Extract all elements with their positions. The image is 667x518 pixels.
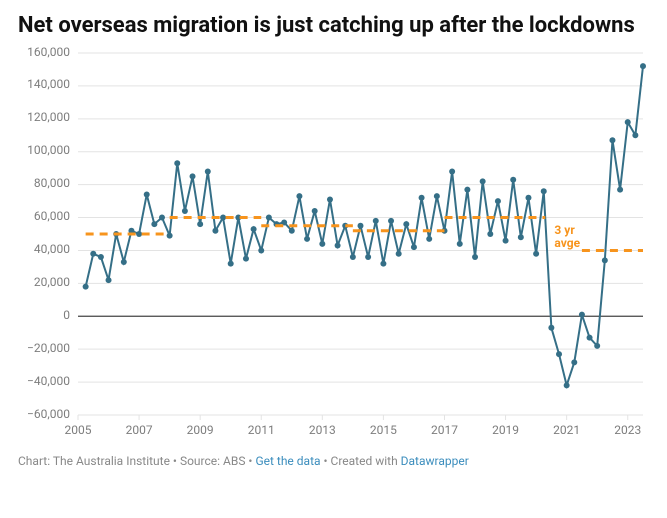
data-point — [358, 222, 364, 228]
data-point — [373, 217, 379, 223]
data-point — [503, 237, 509, 243]
data-point — [136, 231, 142, 237]
get-data-link[interactable]: Get the data — [255, 454, 320, 468]
data-point — [251, 226, 257, 232]
y-axis-label: 20,000 — [18, 275, 70, 289]
data-point — [457, 240, 463, 246]
footer-prefix: Chart: The Australia Institute • Source:… — [18, 454, 255, 468]
data-point — [258, 247, 264, 253]
data-point — [396, 250, 402, 256]
data-point — [579, 311, 585, 317]
data-point — [220, 214, 226, 220]
x-axis-label: 2019 — [492, 423, 519, 437]
data-point — [144, 191, 150, 197]
data-point — [182, 207, 188, 213]
y-axis-label: 0 — [18, 308, 70, 322]
data-point — [625, 119, 631, 125]
y-axis-label: 120,000 — [18, 110, 70, 124]
data-point — [518, 234, 524, 240]
data-point — [90, 250, 96, 256]
data-point — [289, 227, 295, 233]
data-point — [472, 254, 478, 260]
data-point — [327, 196, 333, 202]
data-point — [296, 193, 302, 199]
data-point — [449, 168, 455, 174]
data-point — [480, 178, 486, 184]
data-point — [617, 186, 623, 192]
data-point — [495, 198, 501, 204]
data-point — [426, 235, 432, 241]
data-point — [197, 221, 203, 227]
data-point — [312, 207, 318, 213]
data-point — [335, 242, 341, 248]
data-point — [594, 342, 600, 348]
y-axis-label: 40,000 — [18, 242, 70, 256]
y-axis-label: 160,000 — [18, 45, 70, 59]
data-point — [350, 254, 356, 260]
chart-area: −60,000 −40,000 −20,000 0 20,000 40,000 60,000… — [18, 48, 649, 448]
data-point — [380, 260, 386, 266]
y-axis-label: −40,000 — [18, 374, 70, 388]
data-point — [243, 255, 249, 261]
chart-title: Net overseas migration is just catching … — [18, 12, 649, 40]
data-point — [228, 260, 234, 266]
data-point — [541, 188, 547, 194]
data-point — [434, 193, 440, 199]
data-point — [525, 194, 531, 200]
data-point — [510, 176, 516, 182]
data-point — [167, 232, 173, 238]
y-axis-label: 140,000 — [18, 77, 70, 91]
data-point — [212, 227, 218, 233]
data-point — [556, 351, 562, 357]
data-point — [388, 217, 394, 223]
data-point — [609, 137, 615, 143]
data-point — [98, 254, 104, 260]
chart-footer: Chart: The Australia Institute • Source:… — [18, 454, 649, 468]
data-point — [587, 334, 593, 340]
data-point — [121, 258, 127, 264]
footer-middle: • Created with — [321, 454, 401, 468]
data-point — [602, 257, 608, 263]
data-point — [205, 168, 211, 174]
x-axis-label: 2007 — [126, 423, 153, 437]
x-axis-label: 2011 — [248, 423, 275, 437]
data-point — [564, 382, 570, 388]
data-point — [266, 214, 272, 220]
y-axis-label: 100,000 — [18, 143, 70, 157]
y-axis-label: 80,000 — [18, 176, 70, 190]
data-point — [304, 235, 310, 241]
y-axis-label: −60,000 — [18, 407, 70, 421]
x-axis-label: 2009 — [187, 423, 214, 437]
datawrapper-link[interactable]: Datawrapper — [401, 454, 469, 468]
data-point — [411, 244, 417, 250]
x-axis-label: 2021 — [553, 423, 580, 437]
x-axis-label: 2023 — [614, 423, 641, 437]
data-point — [319, 240, 325, 246]
y-axis-label: −20,000 — [18, 341, 70, 355]
x-axis-label: 2015 — [370, 423, 397, 437]
data-point — [533, 250, 539, 256]
data-point — [83, 283, 89, 289]
data-point — [151, 221, 157, 227]
data-point — [190, 173, 196, 179]
data-point — [419, 194, 425, 200]
avg-label: 3 yravge — [554, 224, 580, 250]
data-point — [487, 231, 493, 237]
x-axis-label: 2013 — [309, 423, 336, 437]
x-axis-label: 2005 — [65, 423, 92, 437]
data-point — [403, 221, 409, 227]
data-point — [548, 324, 554, 330]
data-point — [106, 277, 112, 283]
data-point — [571, 359, 577, 365]
data-point — [632, 132, 638, 138]
data-point — [640, 63, 646, 69]
data-point — [174, 160, 180, 166]
data-point — [464, 186, 470, 192]
data-point — [159, 214, 165, 220]
y-axis-label: 60,000 — [18, 209, 70, 223]
data-point — [365, 254, 371, 260]
x-axis-label: 2017 — [431, 423, 458, 437]
